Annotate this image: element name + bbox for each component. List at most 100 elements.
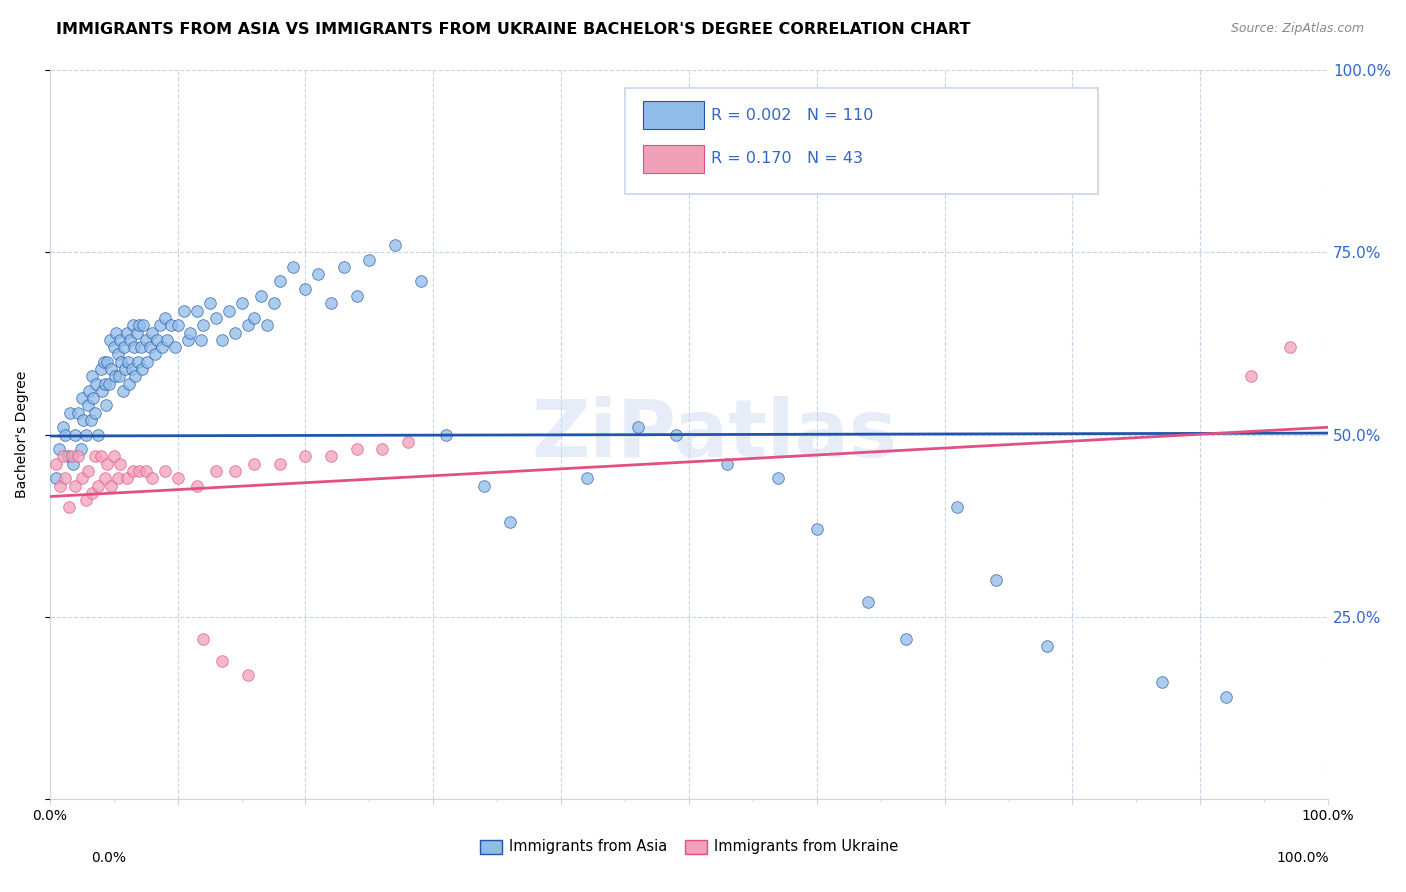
Point bbox=[90, 450, 112, 464]
Point bbox=[83, 406, 105, 420]
Point bbox=[121, 362, 143, 376]
Point bbox=[107, 471, 129, 485]
Point bbox=[141, 471, 163, 485]
Point bbox=[48, 442, 70, 457]
Point bbox=[333, 260, 356, 274]
Point bbox=[150, 340, 173, 354]
Point bbox=[80, 369, 103, 384]
Point bbox=[115, 326, 138, 340]
FancyBboxPatch shape bbox=[626, 88, 1098, 194]
Legend: Immigrants from Asia, Immigrants from Ukraine: Immigrants from Asia, Immigrants from Uk… bbox=[475, 835, 903, 859]
Point bbox=[117, 354, 139, 368]
Point bbox=[122, 340, 145, 354]
Point bbox=[665, 427, 688, 442]
Point bbox=[1278, 340, 1301, 354]
Point bbox=[70, 471, 93, 485]
Point bbox=[69, 442, 91, 457]
Point bbox=[94, 376, 117, 391]
Point bbox=[434, 427, 457, 442]
FancyBboxPatch shape bbox=[643, 145, 704, 173]
Point bbox=[193, 632, 215, 646]
Point bbox=[153, 464, 176, 478]
Point bbox=[79, 384, 101, 398]
Point bbox=[179, 326, 201, 340]
Point bbox=[166, 471, 188, 485]
Point bbox=[1150, 675, 1173, 690]
Point bbox=[896, 632, 918, 646]
Point bbox=[177, 333, 200, 347]
Point bbox=[112, 340, 135, 354]
Point bbox=[249, 289, 271, 303]
Point bbox=[131, 362, 153, 376]
Point bbox=[49, 478, 72, 492]
Text: IMMIGRANTS FROM ASIA VS IMMIGRANTS FROM UKRAINE BACHELOR'S DEGREE CORRELATION CH: IMMIGRANTS FROM ASIA VS IMMIGRANTS FROM … bbox=[56, 22, 970, 37]
Point bbox=[153, 310, 176, 325]
Point bbox=[149, 318, 172, 333]
Point bbox=[110, 354, 132, 368]
Point bbox=[59, 406, 82, 420]
Point bbox=[384, 238, 406, 252]
Point bbox=[90, 362, 112, 376]
FancyBboxPatch shape bbox=[643, 102, 704, 129]
Point bbox=[129, 340, 152, 354]
Point bbox=[53, 471, 76, 485]
Point bbox=[65, 478, 87, 492]
Point bbox=[100, 478, 122, 492]
Point bbox=[806, 522, 828, 536]
Point bbox=[281, 260, 304, 274]
Point bbox=[371, 442, 394, 457]
Point bbox=[62, 457, 84, 471]
Point bbox=[160, 318, 183, 333]
Point bbox=[122, 464, 145, 478]
Point bbox=[263, 296, 285, 310]
Text: ZiPatlas: ZiPatlas bbox=[531, 395, 897, 474]
Point bbox=[111, 384, 134, 398]
Point bbox=[45, 471, 67, 485]
Point bbox=[87, 478, 110, 492]
Point bbox=[396, 434, 419, 449]
Point bbox=[205, 464, 228, 478]
Point bbox=[72, 413, 94, 427]
Point bbox=[97, 376, 120, 391]
Point bbox=[75, 427, 97, 442]
Point bbox=[127, 354, 149, 368]
Point bbox=[120, 333, 142, 347]
Text: 100.0%: 100.0% bbox=[1277, 851, 1329, 865]
Point bbox=[66, 406, 89, 420]
Point bbox=[1240, 369, 1263, 384]
Point bbox=[108, 457, 131, 471]
Point bbox=[319, 296, 342, 310]
Point bbox=[58, 500, 80, 515]
Text: R = 0.170   N = 43: R = 0.170 N = 43 bbox=[710, 152, 863, 167]
Point bbox=[236, 668, 259, 682]
Point bbox=[80, 486, 103, 500]
Text: 0.0%: 0.0% bbox=[91, 851, 127, 865]
Point bbox=[108, 369, 131, 384]
Point bbox=[56, 450, 79, 464]
Point bbox=[156, 333, 179, 347]
Point bbox=[224, 326, 246, 340]
Point bbox=[122, 318, 145, 333]
Point bbox=[66, 450, 89, 464]
Point bbox=[294, 282, 316, 296]
Point bbox=[319, 450, 342, 464]
Point bbox=[269, 275, 291, 289]
Point bbox=[173, 303, 195, 318]
Point bbox=[575, 471, 598, 485]
Point bbox=[65, 427, 87, 442]
Point bbox=[94, 398, 117, 412]
Text: Source: ZipAtlas.com: Source: ZipAtlas.com bbox=[1230, 22, 1364, 36]
Point bbox=[627, 420, 650, 434]
Point bbox=[256, 318, 278, 333]
Point bbox=[80, 413, 103, 427]
Point bbox=[52, 450, 75, 464]
Point bbox=[91, 384, 114, 398]
Point bbox=[115, 471, 138, 485]
Point bbox=[146, 333, 169, 347]
Point bbox=[231, 296, 253, 310]
Point bbox=[136, 354, 159, 368]
Point bbox=[94, 471, 117, 485]
Point bbox=[70, 391, 93, 405]
Point bbox=[243, 310, 266, 325]
Point bbox=[269, 457, 291, 471]
